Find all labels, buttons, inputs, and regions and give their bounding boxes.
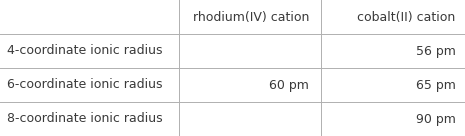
Text: 6-coordinate ionic radius: 6-coordinate ionic radius [7,78,162,92]
Text: 65 pm: 65 pm [416,78,456,92]
Text: rhodium(IV) cation: rhodium(IV) cation [193,10,309,24]
Text: 56 pm: 56 pm [416,44,456,58]
Text: cobalt(II) cation: cobalt(II) cation [358,10,456,24]
Text: 4-coordinate ionic radius: 4-coordinate ionic radius [7,44,162,58]
Text: 60 pm: 60 pm [269,78,309,92]
Text: 8-coordinate ionic radius: 8-coordinate ionic radius [7,112,163,126]
Text: 90 pm: 90 pm [416,112,456,126]
